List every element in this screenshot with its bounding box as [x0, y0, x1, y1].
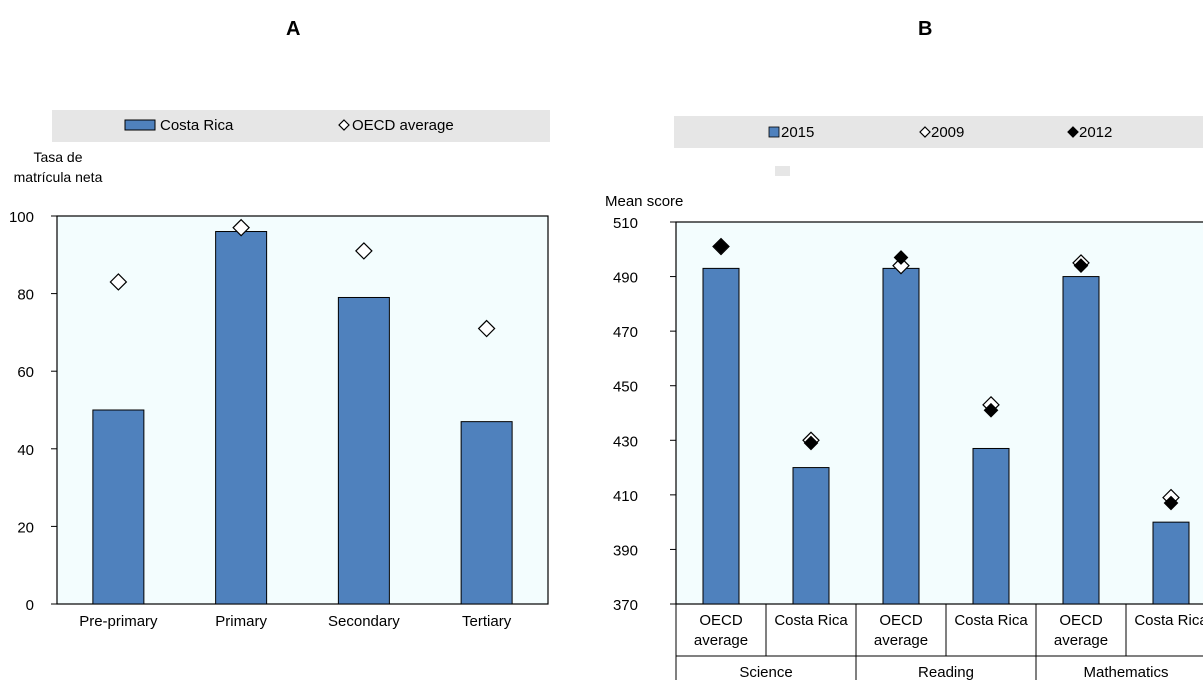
marker-oecd-average — [232, 218, 250, 237]
bar-2015 — [1062, 276, 1100, 605]
panel-a-title: A — [286, 18, 301, 40]
legend-label-2015: 2015 — [781, 124, 814, 141]
x-group-label: Reading — [918, 664, 974, 680]
y-tick-label: 450 — [613, 379, 638, 396]
y-tick-label: 510 — [613, 215, 638, 232]
y-axis-label-line1: Tasa de — [33, 149, 82, 165]
y-tick-label: 410 — [613, 488, 638, 505]
legend-marker-2009 — [919, 126, 931, 138]
marker-oecd-average — [477, 319, 496, 338]
x-tick-label: Pre-primary — [79, 613, 158, 630]
legend-blank-swatch — [775, 166, 790, 176]
bar-2015 — [972, 447, 1010, 605]
chart-a: Costa Rica OECD average Tasa de matrícula n… — [9, 110, 550, 630]
legend-label-costa-rica: Costa Rica — [160, 117, 234, 134]
bar-costa-rica — [460, 421, 513, 605]
x-tick-label: Tertiary — [462, 613, 512, 630]
bar-costa-rica — [92, 409, 145, 605]
chart-b: 2015 2009 2012 Mean score 370 390 410 430 450 470… — [605, 116, 1203, 680]
y-tick-label: 80 — [17, 287, 34, 304]
x-group-label: Mathematics — [1083, 664, 1168, 680]
x-tick-label: OECD — [699, 612, 743, 629]
legend-swatch-2015 — [768, 126, 780, 138]
y-tick-label: 390 — [613, 542, 638, 559]
bar-2015 — [1152, 521, 1190, 605]
marker-2012 — [803, 435, 819, 451]
x-tick-label: OECD — [1059, 612, 1103, 629]
y-tick-label: 490 — [613, 270, 638, 287]
y-tick-label: 0 — [26, 597, 34, 614]
marker-oecd-average — [355, 242, 373, 260]
y-tick-label: 100 — [9, 209, 34, 226]
legend-label-oecd-average: OECD average — [352, 117, 454, 134]
bar-2015 — [792, 467, 830, 605]
bar-costa-rica — [215, 231, 268, 605]
marker-2012 — [983, 402, 999, 418]
panel-b-title: B — [918, 18, 933, 40]
x-tick-label: average — [874, 632, 928, 649]
legend-swatch-costa-rica — [124, 119, 156, 131]
bar-costa-rica — [337, 296, 390, 605]
x-tick-label: Costa Rica — [774, 612, 848, 629]
bar-2015 — [882, 267, 920, 605]
legend-marker-2012 — [1067, 126, 1079, 138]
y-tick-label: 40 — [17, 442, 34, 459]
legend-label-2012: 2012 — [1079, 124, 1112, 141]
legend-background — [674, 116, 1203, 148]
x-group-label: Science — [739, 664, 792, 680]
legend-label-2009: 2009 — [931, 124, 964, 141]
y-axis-label-line2: matrícula neta — [14, 169, 103, 185]
marker-2012 — [1073, 258, 1089, 274]
marker-2009 — [892, 256, 910, 275]
x-tick-label: average — [694, 632, 748, 649]
y-tick-label: 60 — [17, 364, 34, 381]
x-tick-label: average — [1054, 632, 1108, 649]
y-axis-label: Mean score — [605, 193, 683, 210]
plot-area — [675, 221, 1203, 605]
bar-2015 — [702, 267, 740, 605]
marker-oecd-average — [109, 273, 128, 291]
x-tick-label: Primary — [215, 613, 267, 630]
y-tick-label: 470 — [613, 324, 638, 341]
marker-2012 — [1163, 495, 1179, 511]
marker-2012 — [713, 239, 729, 254]
y-tick-label: 370 — [613, 597, 638, 614]
x-tick-label: Costa Rica — [954, 612, 1028, 629]
x-tick-label: Costa Rica — [1134, 612, 1203, 629]
y-tick-label: 430 — [613, 433, 638, 450]
legend-marker-oecd-average — [338, 119, 350, 131]
marker-2012 — [893, 250, 909, 265]
x-tick-label: Secondary — [328, 613, 400, 630]
x-tick-label: OECD — [879, 612, 923, 629]
y-tick-label: 20 — [17, 519, 34, 536]
